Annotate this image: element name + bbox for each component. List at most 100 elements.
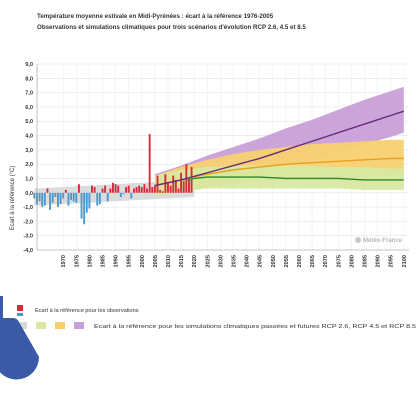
x-tick-label: 1990: [114, 255, 120, 267]
observation-bar: [85, 192, 88, 213]
legend-observations: Ecart à la référence pour les observatio…: [35, 308, 139, 314]
legend-simulations: Ecart à la référence pour les simulation…: [94, 324, 416, 330]
observation-bar: [51, 192, 54, 203]
observation-bar: [125, 187, 128, 193]
observation-bar: [98, 192, 101, 205]
x-tick-label: 2100: [402, 255, 408, 267]
observation-bar: [83, 192, 86, 225]
observation-bar: [67, 192, 70, 206]
x-tick-label: 1995: [127, 255, 133, 267]
y-tick-label: -2,0: [23, 219, 33, 225]
observation-bar: [33, 192, 36, 199]
observation-bar: [143, 184, 146, 193]
x-tick-label: 2050: [271, 255, 277, 267]
observation-bar: [188, 177, 190, 193]
line-rcp45: [154, 157, 404, 187]
x-tick-label: 2090: [376, 255, 382, 267]
x-tick-label: 2035: [231, 255, 237, 267]
y-axis-label: Ecart à la référence (°C): [10, 166, 16, 231]
legend-swatch-rcp26: [36, 322, 46, 329]
y-tick-label: 9,0: [25, 62, 33, 68]
blue-drop-icon: [0, 318, 39, 380]
y-tick-label: 5,0: [25, 119, 33, 125]
x-tick-label: 1970: [61, 255, 67, 267]
y-tick-label: -4,0: [23, 248, 33, 254]
observation-bar: [49, 192, 52, 210]
x-tick-label: 2065: [310, 255, 316, 267]
observation-bar: [127, 185, 130, 193]
observation-bar: [177, 188, 180, 193]
observation-bar: [54, 192, 57, 198]
observation-bar: [109, 188, 112, 193]
observation-bar: [119, 192, 122, 198]
observation-bar: [148, 134, 151, 193]
observation-bar: [190, 167, 193, 193]
observation-bar: [135, 187, 138, 193]
y-tick-label: 0,0: [25, 191, 33, 197]
x-tick-label: 2000: [140, 255, 146, 267]
observation-bar: [59, 192, 62, 205]
observation-bar: [93, 187, 96, 193]
observation-bar: [117, 185, 120, 193]
y-tick-label: 3,0: [25, 148, 33, 154]
observation-bar: [101, 188, 104, 193]
observation-bar: [75, 192, 78, 203]
observation-bar: [159, 189, 162, 193]
observation-bar: [80, 192, 83, 219]
y-tick-labels: 9,0 8,0 7,0 6,0 5,0 4,0 3,0 2,0 1,0 0,0 -1,0 -2,0 -3…: [23, 62, 33, 254]
y-tick-label: 2,0: [25, 162, 33, 168]
x-tick-label: 2015: [179, 255, 185, 267]
observation-bar: [57, 192, 59, 208]
y-tick-label: -3,0: [23, 234, 33, 240]
observation-bar: [96, 192, 99, 206]
y-tick-label: 8,0: [25, 76, 33, 82]
observation-bar: [88, 192, 91, 209]
observation-bar: [130, 192, 133, 199]
y-tick-label: 4,0: [25, 134, 33, 140]
line-rcp26: [154, 176, 404, 187]
x-tick-label: 2060: [297, 255, 303, 267]
legend-swatch-rcp45: [55, 322, 65, 329]
observation-bar: [106, 192, 109, 202]
observation-bar: [112, 182, 114, 193]
blue-strip-icon: [0, 296, 3, 320]
x-tick-label: 2045: [258, 255, 264, 267]
observation-bar: [146, 188, 148, 193]
observation-bar: [70, 192, 72, 200]
observation-bar: [153, 185, 156, 193]
legend-swatch-obs-negative: [17, 313, 23, 316]
observation-bar: [72, 192, 75, 202]
x-tick-label: 2005: [153, 255, 159, 267]
observation-bar: [62, 192, 65, 199]
observation-bar: [172, 175, 175, 193]
x-tick-label: 2010: [166, 255, 172, 267]
legend-swatch-rcp85: [74, 322, 84, 329]
x-tick-label: 2040: [245, 255, 251, 267]
observation-bar: [174, 179, 177, 193]
observation-bar: [38, 192, 41, 202]
legend-swatch-reference: [17, 322, 27, 329]
axes: [36, 64, 409, 251]
x-tick-label: 2020: [192, 255, 198, 267]
decorative-blue-marker: [0, 296, 39, 380]
observation-bar: [167, 182, 169, 193]
watermark: Météo-France: [355, 237, 403, 244]
x-tick-label: 2085: [362, 255, 368, 267]
y-tick-label: 7,0: [25, 91, 33, 97]
x-tick-labels: 1970 1975 1980 1985 1990 1995 2000 2005 2010 2015…: [61, 255, 408, 267]
y-tick-label: 1,0: [25, 176, 33, 182]
x-tick-label: 2070: [323, 255, 329, 267]
scenario-lines: [154, 110, 404, 187]
legend-swatch-obs-positive: [17, 305, 23, 311]
meteo-france-logo-icon: [355, 237, 361, 243]
observation-bar: [46, 188, 49, 193]
observation-bar: [122, 192, 125, 195]
y-tick-label: 6,0: [25, 105, 33, 111]
watermark-text: Météo-France: [363, 238, 403, 244]
chart-title: Température moyenne estivale en Midi-Pyr…: [37, 13, 274, 20]
observation-bar: [156, 175, 159, 193]
observation-bar: [151, 187, 154, 193]
legend: Ecart à la référence pour les observatio…: [17, 305, 416, 330]
observation-bar: [182, 181, 185, 193]
